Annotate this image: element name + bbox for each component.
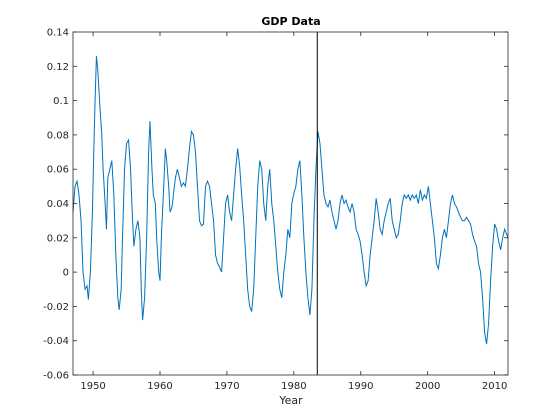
series-layer [72,55,509,345]
x-axis-label: Year [278,394,303,407]
series-line-0 [72,55,509,345]
x-tick-label: 2010 [482,381,507,392]
y-tick-label: 0.14 [47,28,69,39]
y-tick-label: 0 [63,268,69,279]
chart-title: GDP Data [261,15,320,28]
plot-area [73,32,508,375]
x-tick-label: 1960 [147,381,172,392]
x-tick-label: 2000 [415,381,440,392]
y-tick-label: -0.06 [43,371,69,382]
x-tick-label: 1970 [214,381,239,392]
y-axis-ticks: -0.06 -0.04 -0.02 0 0.02 0.04 0.06 0.08 0.1 0.12 0… [43,28,508,382]
y-tick-label: 0.02 [47,233,69,244]
y-tick-label: 0.06 [47,165,69,176]
x-axis-ticks: 1950 1960 1970 1980 1990 2000 2010 [80,32,507,392]
x-tick-label: 1990 [348,381,373,392]
x-tick-label: 1950 [80,381,105,392]
y-tick-label: 0.12 [47,62,69,73]
y-tick-label: 0.1 [53,96,69,107]
y-tick-label: 0.04 [47,199,69,210]
y-tick-label: 0.08 [47,130,69,141]
y-tick-label: -0.04 [43,336,69,347]
x-tick-label: 1980 [281,381,306,392]
y-tick-label: -0.02 [43,302,69,313]
